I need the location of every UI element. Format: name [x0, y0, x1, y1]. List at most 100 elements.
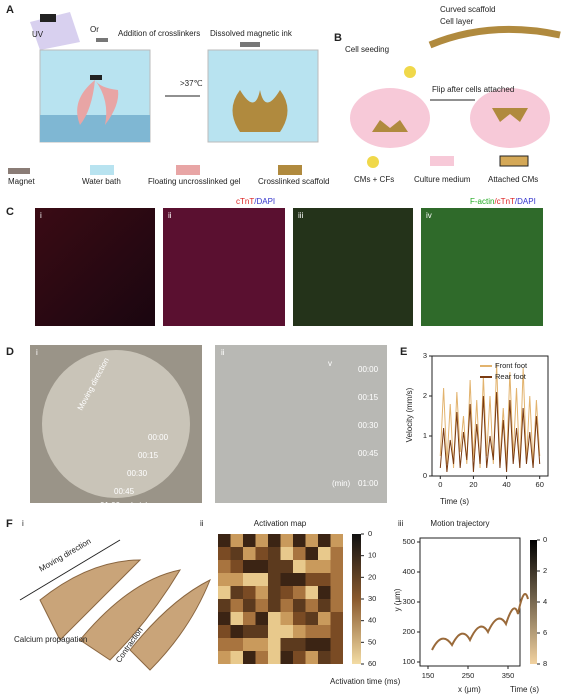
stain-label: cTnT/DAPI: [236, 197, 275, 206]
map-cell: [305, 599, 318, 612]
map-cell: [243, 547, 256, 560]
colorbar: [530, 540, 537, 664]
map-cell: [243, 534, 256, 547]
map-cell: [243, 586, 256, 599]
colorbar-tick-label: 10: [368, 551, 376, 560]
legend-swatch: [367, 156, 379, 168]
plot-frame: [419, 537, 521, 667]
map-cell: [305, 573, 318, 586]
legend-label: Floating uncrosslinked gel: [148, 177, 241, 186]
legend-swatch: [90, 165, 114, 175]
map-cell: [230, 651, 243, 664]
legend-label: Magnet: [8, 177, 35, 186]
y-tick-label: 1: [423, 431, 427, 440]
micrograph: [293, 208, 413, 326]
time: 01:00: [358, 479, 379, 488]
map-cell: [305, 586, 318, 599]
y-tick-label: 300: [402, 597, 415, 606]
panel-label: F: [6, 518, 13, 530]
map-cell: [330, 560, 343, 573]
map-cell: [330, 534, 343, 547]
map-cell: [230, 534, 243, 547]
map-cell: [293, 586, 306, 599]
map-cell: [243, 599, 256, 612]
map-cell: [318, 586, 331, 599]
map-cell: [268, 625, 281, 638]
map-cell: [330, 586, 343, 599]
colorbar-label: Time (s): [510, 685, 539, 694]
map-cell: [330, 573, 343, 586]
colorbar-tick-label: 0: [543, 535, 547, 544]
colorbar-tick-label: 60: [368, 659, 376, 668]
time: 00:45: [114, 487, 135, 496]
panel-label: E: [400, 346, 407, 358]
y-tick-label: 200: [402, 627, 415, 636]
colorbar-tick-label: 6: [543, 628, 547, 637]
unit: (min): [130, 501, 149, 510]
map-cell: [280, 612, 293, 625]
map-cell: [218, 586, 231, 599]
stain: /DAPI: [254, 197, 275, 206]
map-cell: [218, 625, 231, 638]
ink: [240, 42, 260, 47]
scaffold-drawing: [39, 559, 211, 671]
series-line: [439, 363, 541, 469]
colorbar-tick-label: 40: [368, 616, 376, 625]
colorbar-tick-label: 8: [543, 659, 547, 668]
y-axis-label: Velocity (mm/s): [405, 387, 414, 442]
map-cell: [255, 560, 268, 573]
unit: (min): [332, 479, 351, 488]
map-cell: [305, 612, 318, 625]
panel-label: C: [6, 206, 14, 218]
map-cell: [293, 638, 306, 651]
x-tick-label: 0: [438, 480, 442, 489]
map-cell: [243, 638, 256, 651]
time: 00:45: [358, 449, 379, 458]
map-cell: [318, 612, 331, 625]
map-cell: [255, 534, 268, 547]
text: >37℃: [180, 79, 203, 88]
panel-label: D: [6, 346, 14, 358]
sub-label: ii: [200, 519, 204, 528]
map-cell: [268, 586, 281, 599]
uv-label: UV: [32, 30, 44, 39]
map-cell: [280, 651, 293, 664]
colorbar-label: Activation time (ms): [330, 677, 401, 686]
map-cell: [268, 573, 281, 586]
cells: [404, 66, 416, 78]
map-cell: [218, 534, 231, 547]
text: Cell layer: [440, 17, 474, 26]
map-cell: [330, 625, 343, 638]
x-axis-label: x (μm): [458, 685, 481, 694]
map-cell: [243, 612, 256, 625]
stain: /DAPI: [515, 197, 536, 206]
map-cell: [230, 586, 243, 599]
micrograph: [163, 208, 285, 326]
map-cell: [218, 547, 231, 560]
sub-label: iii: [298, 211, 304, 220]
y-tick-label: 3: [423, 351, 427, 360]
map-cell: [305, 560, 318, 573]
map-cell: [218, 573, 231, 586]
x-tick-label: 20: [469, 480, 477, 489]
time: 00:15: [358, 393, 379, 402]
text: Or: [90, 25, 99, 34]
v-label: v: [328, 359, 332, 368]
culture-dish: [350, 88, 430, 148]
sub-label: i: [22, 519, 24, 528]
x-axis-label: Time (s): [440, 497, 469, 506]
magnet-top: [96, 38, 108, 42]
map-cell: [293, 612, 306, 625]
map-cell: [268, 599, 281, 612]
sub-label: i: [36, 348, 38, 357]
colorbar-tick-label: 30: [368, 594, 376, 603]
map-cell: [280, 625, 293, 638]
photo: [215, 345, 387, 503]
map-cell: [218, 560, 231, 573]
sub-label: i: [40, 211, 42, 220]
micrograph: [35, 208, 155, 326]
legend-label: Rear foot: [495, 372, 527, 381]
map-cell: [255, 599, 268, 612]
map-cell: [255, 625, 268, 638]
map-cell: [230, 638, 243, 651]
